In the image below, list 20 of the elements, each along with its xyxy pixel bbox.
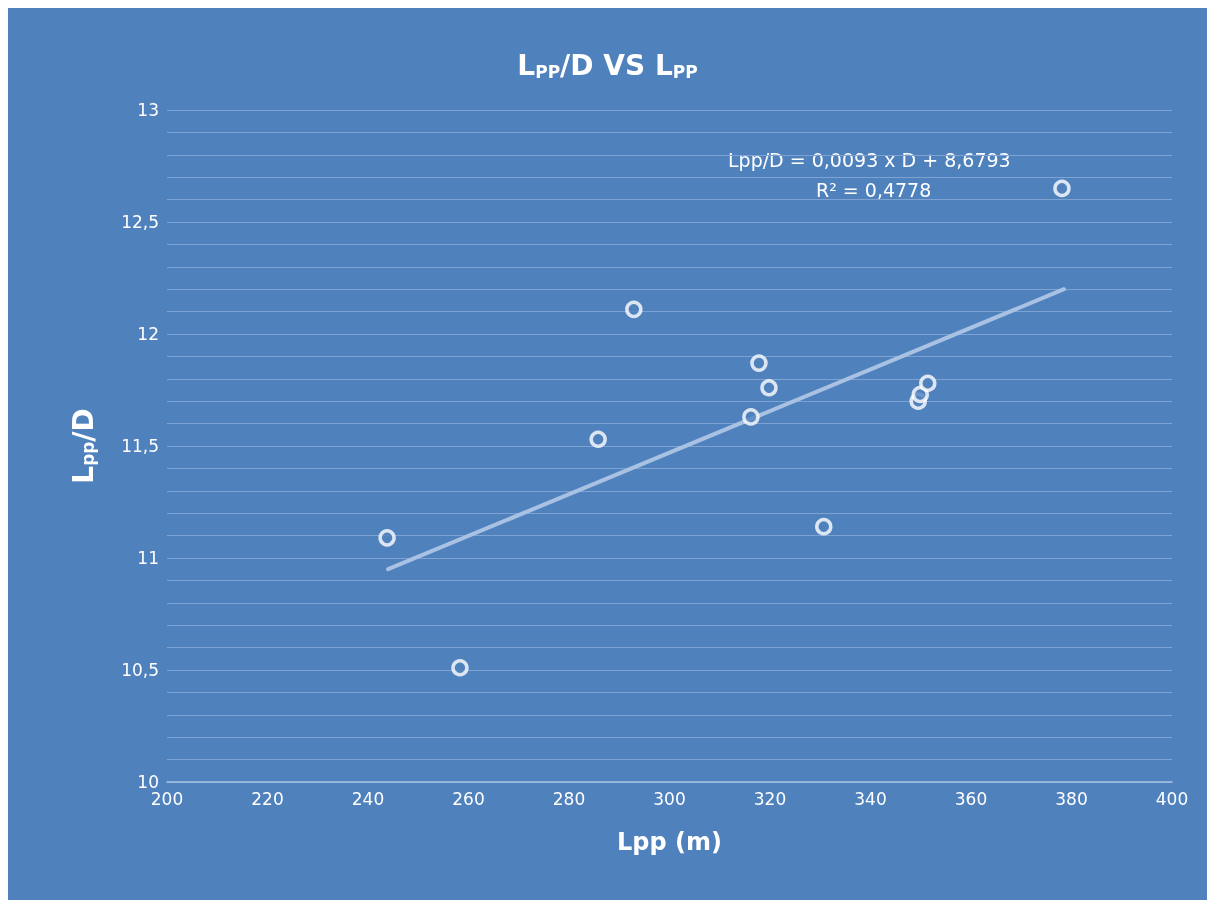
y-tick-label: 10,5 — [121, 660, 159, 680]
x-tick-label: 380 — [1055, 788, 1088, 809]
x-tick-label: 400 — [1155, 788, 1189, 809]
chart-title: LPP/D VS LPP — [517, 49, 698, 82]
x-tick-label: 360 — [954, 788, 988, 809]
x-tick-label: 320 — [753, 788, 787, 809]
x-tick-label: 280 — [552, 788, 586, 809]
x-tick-label: 340 — [854, 788, 887, 809]
x-axis-title: Lpp (m) — [617, 828, 722, 856]
y-tick-label: 11 — [137, 548, 159, 568]
y-tick-label: 11,5 — [121, 436, 159, 456]
y-axis-title: Lpp/D — [66, 408, 100, 484]
y-tick-label: 12 — [137, 324, 159, 344]
x-tick-label: 240 — [351, 788, 385, 809]
y-tick-label: 12,5 — [121, 212, 159, 232]
x-tick-label: 260 — [452, 788, 485, 809]
x-tick-label: 220 — [251, 788, 284, 809]
annotation: R² = 0,4778 — [816, 178, 932, 201]
x-tick-label: 300 — [653, 788, 686, 809]
y-tick-label: 13 — [137, 100, 159, 120]
